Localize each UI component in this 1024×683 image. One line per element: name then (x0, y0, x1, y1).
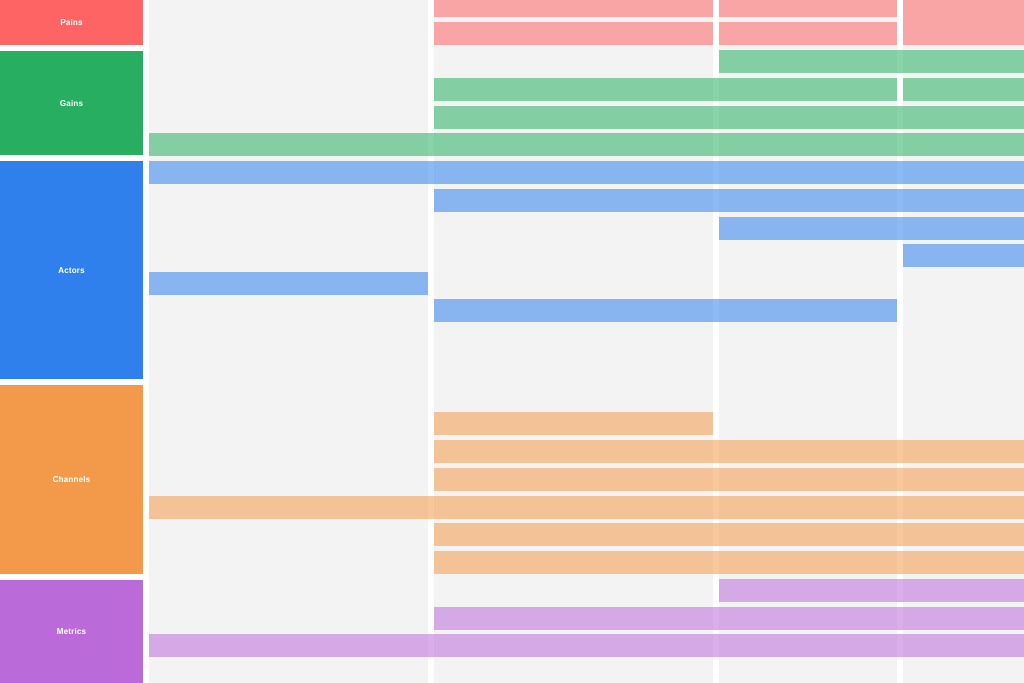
actors-bar[interactable] (903, 244, 1024, 267)
channels-bar[interactable] (434, 468, 1024, 491)
lane-label: Channels (52, 475, 91, 484)
lane-header-channels[interactable]: Channels (0, 385, 143, 574)
metrics-bar[interactable] (149, 634, 1024, 657)
lane-label: Actors (58, 265, 85, 275)
channels-bar[interactable] (149, 496, 1024, 519)
stage-column-1 (149, 0, 428, 683)
channels-bar[interactable] (434, 440, 1024, 463)
lane-header-metrics[interactable]: Metrics (0, 580, 143, 683)
lane-label: Pains (60, 18, 83, 27)
actors-bar[interactable] (149, 272, 428, 295)
lane-label: Gains (59, 98, 84, 108)
stage-column-2 (434, 0, 713, 683)
pains-bar[interactable] (719, 22, 897, 45)
gains-bar[interactable] (903, 78, 1024, 101)
lane-label: Metrics (56, 627, 87, 636)
gains-bar[interactable] (434, 78, 897, 101)
metrics-bar[interactable] (719, 579, 1024, 602)
gains-bar[interactable] (434, 106, 1024, 129)
channels-bar[interactable] (434, 412, 713, 435)
gains-bar[interactable] (719, 50, 1024, 73)
metrics-bar[interactable] (434, 607, 1024, 630)
actors-bar[interactable] (434, 189, 1024, 212)
pains-bar[interactable] (434, 22, 713, 45)
actors-bar[interactable] (719, 217, 1024, 240)
gains-bar[interactable] (149, 133, 1024, 156)
channels-bar[interactable] (434, 523, 1024, 546)
pains-bar[interactable] (903, 0, 1024, 45)
lane-header-pains[interactable]: Pains (0, 0, 143, 45)
channels-bar[interactable] (434, 551, 1024, 574)
lane-header-gains[interactable]: Gains (0, 51, 143, 155)
actors-bar[interactable] (149, 161, 1024, 184)
lane-header-actors[interactable]: Actors (0, 161, 143, 379)
pains-bar[interactable] (434, 0, 713, 17)
actors-bar[interactable] (434, 299, 897, 322)
pains-bar[interactable] (719, 0, 897, 17)
